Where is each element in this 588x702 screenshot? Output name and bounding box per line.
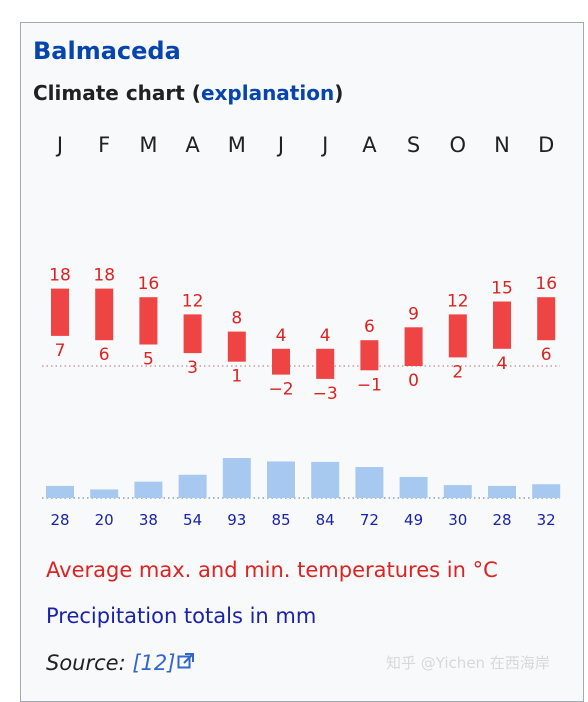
temperature-bar [51,288,69,336]
precipitation-label: 28 [50,511,69,529]
source-ref-text: [12] [132,651,176,675]
min-temp-label: 6 [541,345,552,365]
subtitle-prefix: Climate chart ( [33,81,201,105]
month-label: S [407,133,420,157]
max-temp-label: 4 [276,326,287,346]
min-temp-label: −1 [357,375,382,395]
temperature-bar [139,297,158,345]
climate-chart: J18728F18620M16538A12354M8193J4−285J4−38… [42,133,561,529]
min-temp-label: 4 [497,354,508,374]
max-temp-label: 9 [408,304,419,324]
precipitation-label: 49 [404,511,423,529]
precipitation-label: 54 [183,511,202,529]
month-label: A [362,133,377,157]
precipitation-bar [178,474,207,498]
max-temp-label: 16 [535,274,557,294]
precipitation-bar [311,461,340,498]
month-label: J [320,133,328,157]
temperature-bar [183,314,202,354]
precipitation-label: 85 [271,511,290,529]
external-link-icon [177,653,195,669]
precipitation-bar [532,484,561,498]
temperature-bar [448,314,467,358]
precipitation-label: 20 [95,511,114,529]
month-label: J [55,133,63,157]
min-temp-label: 7 [55,341,66,361]
min-temp-label: −2 [268,380,293,400]
precipitation-label: 32 [537,511,556,529]
subtitle-suffix: ) [334,81,344,105]
min-temp-label: 2 [452,362,463,382]
min-temp-label: 1 [231,367,242,387]
month-label: M [139,133,157,157]
temperature-bar [272,348,290,375]
temperature-bar [360,340,379,371]
explanation-link[interactable]: explanation [200,81,335,105]
precipitation-bar [267,461,295,498]
temperature-bar [227,331,246,362]
source-label: Source: [46,651,126,675]
climate-chart-card [20,22,584,702]
precipitation-bar [46,485,74,498]
month-label: M [228,133,246,157]
legend-temperature: Average max. and min. temperatures in °C [46,558,498,582]
month-label: J [276,133,284,157]
temperature-bar [493,301,511,349]
watermark: 知乎 @Yichen 在西海岸 [386,654,550,672]
precipitation-bar [355,467,384,498]
max-temp-label: 18 [49,266,71,286]
precipitation-bar [443,485,472,498]
precipitation-bar [222,458,251,498]
min-temp-label: 6 [99,345,110,365]
precipitation-label: 72 [360,511,379,529]
chart-subtitle: Climate chart (explanation) [33,81,343,105]
page-title: Balmaceda [33,37,181,65]
month-label: F [98,133,110,157]
month-label: D [538,133,554,157]
temperature-bar [95,288,114,341]
max-temp-label: 12 [182,291,204,311]
precipitation-bar [134,481,163,498]
source-line: Source: [12] [46,651,195,675]
max-temp-label: 16 [138,274,160,294]
month-label: A [185,133,200,157]
min-temp-label: 3 [187,358,198,378]
max-temp-label: 12 [447,291,469,311]
precipitation-label: 84 [316,511,335,529]
source-reference-link[interactable]: [12] [132,651,195,675]
precipitation-label: 28 [492,511,511,529]
max-temp-label: 6 [364,317,375,337]
precipitation-bar [90,489,119,498]
precipitation-bar [399,476,428,498]
temperature-bar [537,297,556,341]
max-temp-label: 8 [231,309,242,329]
month-label: N [494,133,510,157]
month-label: O [450,133,467,157]
precipitation-bar [488,485,516,498]
max-temp-label: 18 [93,266,115,286]
precipitation-label: 38 [139,511,158,529]
max-temp-label: 4 [320,326,331,346]
precipitation-label: 30 [448,511,467,529]
temperature-bar [404,327,423,366]
precipitation-label: 93 [227,511,246,529]
max-temp-label: 15 [491,279,513,299]
min-temp-label: 0 [408,371,419,391]
legend-precipitation: Precipitation totals in mm [46,604,317,628]
min-temp-label: −3 [313,384,338,404]
min-temp-label: 5 [143,350,154,370]
temperature-bar [316,348,335,379]
